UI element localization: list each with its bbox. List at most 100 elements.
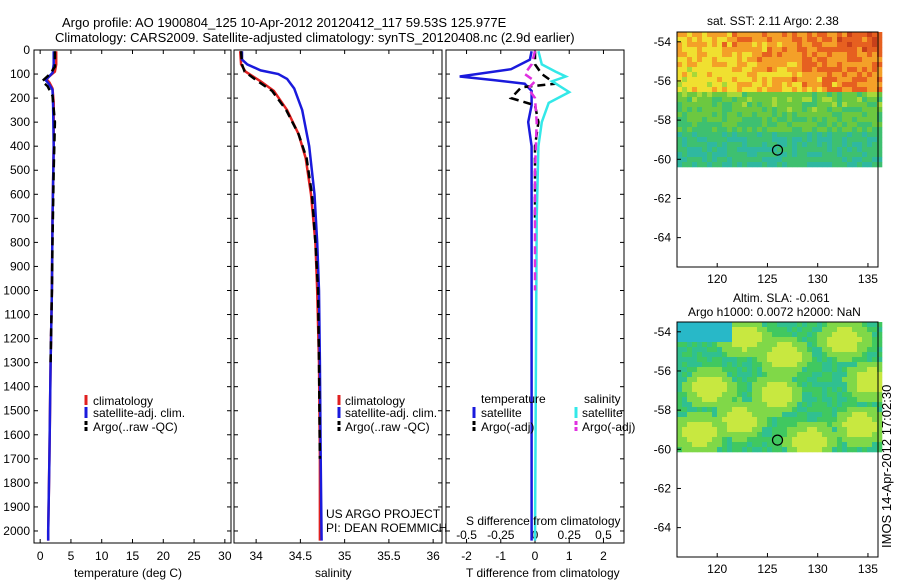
map-cell	[817, 362, 823, 368]
map-cell	[862, 102, 868, 108]
map-cell	[692, 32, 698, 38]
map-cell	[722, 387, 728, 393]
map-cell	[802, 427, 808, 433]
map-cell	[712, 62, 718, 68]
map-cell	[757, 447, 763, 453]
map-cell	[872, 352, 878, 358]
map-cell	[682, 67, 688, 73]
map-cell	[867, 332, 873, 338]
map-cell	[707, 347, 713, 353]
map-cell	[782, 87, 788, 93]
map-cell	[717, 397, 723, 403]
map-cell	[792, 367, 798, 373]
map-cell	[842, 142, 848, 148]
y-tick-label: 800	[10, 235, 30, 249]
map-cell	[722, 327, 728, 333]
map-cell	[737, 372, 743, 378]
map-cell	[727, 47, 733, 53]
map-cell	[802, 352, 808, 358]
map-cell	[682, 107, 688, 113]
map-cell	[732, 392, 738, 398]
map-cell	[747, 407, 753, 413]
map-cell	[742, 102, 748, 108]
map-cell	[877, 47, 883, 53]
map-cell	[802, 87, 808, 93]
map-cell	[842, 117, 848, 123]
map-cell	[792, 87, 798, 93]
map-cell	[697, 147, 703, 153]
map-cell	[862, 432, 868, 438]
map-cell	[707, 327, 713, 333]
map-cell	[797, 392, 803, 398]
map-cell	[732, 442, 738, 448]
map-cell	[817, 372, 823, 378]
map-cell	[812, 132, 818, 138]
map-cell	[862, 427, 868, 433]
map-cell	[727, 397, 733, 403]
map-cell	[682, 122, 688, 128]
map-cell	[837, 412, 843, 418]
map-cell	[692, 52, 698, 58]
map-cell	[682, 162, 688, 168]
map-cell	[747, 77, 753, 83]
map-cell	[857, 392, 863, 398]
map-cell	[687, 77, 693, 83]
map-cell	[797, 417, 803, 423]
map-cell	[717, 377, 723, 383]
map-cell	[852, 162, 858, 168]
map-cell	[817, 72, 823, 78]
map-cell	[812, 147, 818, 153]
map-cell	[817, 442, 823, 448]
map-cell	[787, 437, 793, 443]
map-cell	[742, 382, 748, 388]
map-cell	[712, 387, 718, 393]
map-cell	[727, 162, 733, 168]
map-cell	[772, 67, 778, 73]
map-cell	[712, 107, 718, 113]
map-cell	[812, 402, 818, 408]
map-cell	[737, 432, 743, 438]
map-cell	[862, 357, 868, 363]
map-cell	[752, 377, 758, 383]
map-cell	[677, 152, 683, 158]
map-cell	[692, 152, 698, 158]
map-cell	[722, 67, 728, 73]
map-cell	[802, 82, 808, 88]
map-cell	[742, 162, 748, 168]
map-cell	[697, 57, 703, 63]
map-cell	[807, 397, 813, 403]
map-cell	[762, 72, 768, 78]
map-cell	[707, 72, 713, 78]
map-cell	[807, 157, 813, 163]
map-cell	[777, 132, 783, 138]
map-cell	[817, 422, 823, 428]
map-cell	[692, 92, 698, 98]
map-cell	[807, 332, 813, 338]
map-cell	[812, 437, 818, 443]
map-cell	[787, 407, 793, 413]
x-tick-label: 0	[37, 549, 44, 563]
map-cell	[832, 402, 838, 408]
map-cell	[757, 352, 763, 358]
map-cell	[767, 392, 773, 398]
map-cell	[747, 32, 753, 38]
map-cell	[832, 107, 838, 113]
map-cell	[827, 432, 833, 438]
map-cell	[757, 347, 763, 353]
map-cell	[807, 87, 813, 93]
map-cell	[687, 72, 693, 78]
map-cell	[822, 407, 828, 413]
map-cell	[832, 77, 838, 83]
map-cell	[747, 377, 753, 383]
map-cell	[747, 432, 753, 438]
map-cell	[782, 372, 788, 378]
map-cell	[847, 92, 853, 98]
map-cell	[787, 77, 793, 83]
map-cell	[727, 147, 733, 153]
map-cell	[847, 437, 853, 443]
map-cell	[692, 162, 698, 168]
y-tick-label: 700	[10, 211, 30, 225]
map-cell	[777, 82, 783, 88]
map-cell	[792, 42, 798, 48]
